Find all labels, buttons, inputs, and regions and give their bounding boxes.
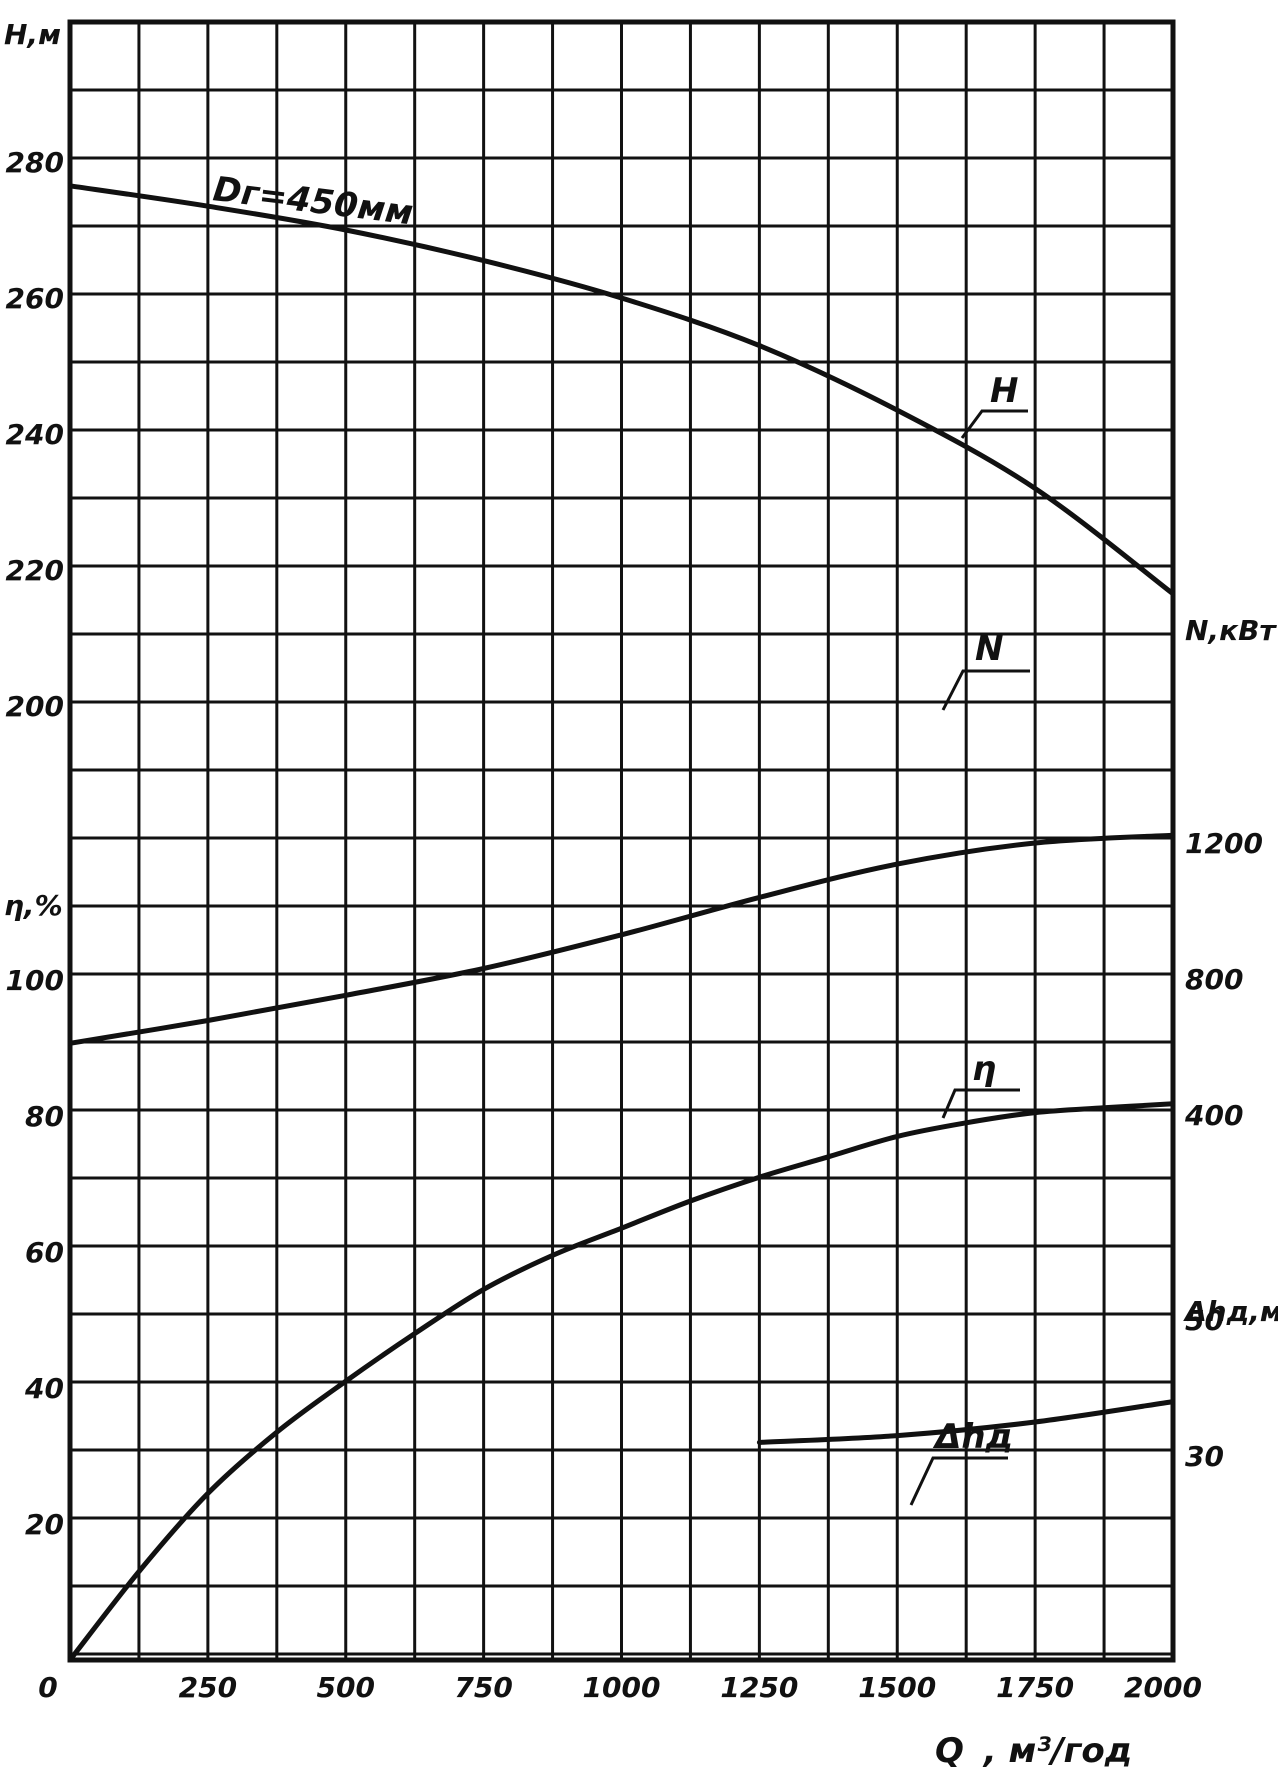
dh-curve-leader (909, 1456, 1008, 1506)
eta-tick-label: 80 (25, 1100, 64, 1133)
plot-frame (67, 19, 1176, 1663)
n-axis-title: N,кВт (1185, 614, 1277, 647)
eta-tick-label: 100 (6, 964, 64, 997)
x-tick-label: 2000 (1124, 1671, 1202, 1704)
x-tick-label: 250 (179, 1671, 237, 1704)
dh-tick-label: 50 (1185, 1304, 1224, 1337)
x-tick-label: 1000 (583, 1671, 661, 1704)
h-curve-label: H (990, 371, 1018, 411)
grid (70, 22, 1173, 1660)
eta-curve-label: η (972, 1049, 996, 1089)
x-axis-title: Q , м³/год (935, 1731, 1132, 1771)
eta-tick-label: 40 (24, 1372, 64, 1405)
h-tick-label: 220 (6, 554, 64, 587)
x-tick-label: 1750 (996, 1671, 1074, 1704)
n-tick-label: 1200 (1185, 827, 1263, 860)
n-tick-label: 400 (1184, 1099, 1243, 1132)
dh-tick-label: 30 (1185, 1440, 1224, 1473)
series-curves (67, 183, 1176, 1663)
h-tick-label: 240 (6, 418, 64, 451)
h-tick-label: 280 (6, 146, 64, 179)
power-curve (67, 832, 1176, 1046)
eta-curve-leader (941, 1088, 1020, 1119)
dh-curve-label: Δhд (932, 1417, 1013, 1457)
n-curve-leader (941, 669, 1030, 711)
h-curve (67, 183, 1176, 597)
h-tick-labels: 200 220 240 260 280 (6, 146, 64, 723)
eta-tick-labels: 20 40 60 80 100 (6, 964, 64, 1541)
x-tick-label: 1250 (720, 1671, 798, 1704)
n-tick-label: 800 (1185, 963, 1243, 996)
eta-axis-title: η,% (4, 889, 63, 922)
x-tick-label: 1500 (858, 1671, 936, 1704)
efficiency-curve (67, 1101, 1176, 1663)
h-axis-title: H,м (4, 18, 61, 51)
dh-tick-labels: 30 50 (1185, 1304, 1224, 1473)
h-curve-leader (960, 409, 1028, 439)
eta-tick-label: 20 (25, 1508, 64, 1541)
x-tick-label: 500 (317, 1671, 375, 1704)
npsh-curve (756, 1399, 1176, 1445)
h-tick-label: 260 (6, 282, 64, 315)
x-tick-labels: 0 250 500 750 1000 1250 1500 1750 2000 (38, 1671, 1202, 1704)
x-tick-label: 750 (454, 1671, 512, 1704)
x-tick-label: 0 (38, 1671, 57, 1704)
n-curve-label: N (975, 629, 1003, 669)
dh-axis-title: Δhд,м (1183, 1295, 1278, 1328)
n-tick-labels: 400 800 1200 (1184, 827, 1263, 1132)
eta-tick-label: 60 (25, 1236, 64, 1269)
h-tick-label: 200 (6, 690, 64, 723)
